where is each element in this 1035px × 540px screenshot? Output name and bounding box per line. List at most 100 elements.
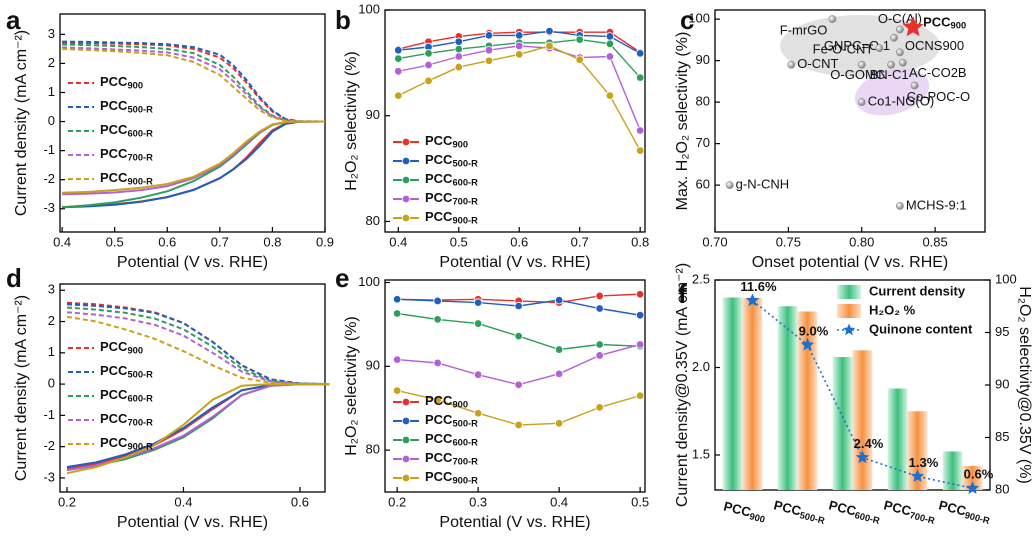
data-point: [895, 48, 904, 57]
data-point: [454, 37, 463, 46]
point-label: Co-POC-O: [907, 89, 971, 104]
legend-label: PCC600-R: [100, 387, 153, 403]
data-point: [484, 56, 494, 65]
y2-axis-title: H₂O₂ selectivity@0.35V (%): [1016, 286, 1033, 484]
data-point: [605, 52, 615, 61]
data-point: [595, 304, 604, 313]
data-point: [890, 33, 898, 42]
x-tick-label: 0.4: [174, 494, 192, 509]
x-tick-label: 0.6: [291, 494, 309, 509]
data-point: [828, 15, 837, 24]
ring-current-line: [62, 40, 326, 123]
x-tick-label: 0.5: [631, 494, 649, 509]
legend-label: PCC900: [100, 74, 143, 90]
point-label: PCC900: [923, 15, 966, 31]
panel-label: f: [678, 279, 687, 309]
x-tick-label: 0.2: [388, 494, 406, 509]
y2-tick-label: 85: [995, 429, 1009, 444]
plot-frame: [384, 9, 646, 233]
y-tick-label: -2: [43, 438, 55, 453]
data-point: [424, 76, 433, 86]
data-point: [454, 52, 463, 61]
data-point: [394, 54, 403, 63]
panel-label: c: [680, 5, 694, 35]
legend-label: PCC700-R: [100, 411, 153, 427]
legend-label: PCC900-R: [100, 170, 153, 186]
ring-current-line: [62, 47, 325, 123]
data-point: [575, 55, 584, 64]
bar: [962, 465, 983, 490]
panel-label: b: [335, 5, 351, 35]
x-tick-label: 0.8: [263, 234, 281, 249]
data-point: [515, 41, 524, 51]
data-point: [895, 201, 904, 210]
data-point: [515, 31, 524, 40]
legend-marker: [401, 194, 411, 204]
x-tick-label: 0.3: [469, 494, 487, 509]
point-label: AC-CO2B: [909, 65, 967, 80]
bar: [722, 297, 743, 490]
legend-marker: [401, 175, 411, 185]
y-tick-label: -2: [43, 171, 55, 186]
y-tick-label: 100: [358, 1, 380, 16]
y-tick-label: 100: [358, 274, 380, 289]
highlight-star: [902, 16, 924, 37]
legend-label: PCC600-R: [425, 171, 478, 187]
x-tick-label: 0.70: [702, 234, 727, 249]
legend-marker: [401, 473, 411, 483]
legend-marker: [401, 213, 411, 223]
y-tick-label: 2.0: [692, 359, 710, 374]
x-tick-label: 0.7: [211, 234, 229, 249]
bar: [907, 411, 928, 490]
x-tick-label: 0.85: [922, 234, 947, 249]
point-label: Fe-O-CNT: [813, 42, 874, 57]
x-tick-label: 0.8: [631, 234, 649, 249]
x-tick-label: 0.2: [58, 494, 76, 509]
quinone-star: [745, 293, 760, 307]
data-point: [545, 41, 554, 51]
data-point: [875, 44, 884, 53]
data-point: [433, 315, 442, 324]
data-point: [895, 25, 904, 34]
bar: [887, 388, 908, 490]
data-point: [595, 340, 604, 349]
data-point: [392, 386, 402, 395]
y-axis-title: Current density@0.35V (mA cm⁻²): [674, 263, 691, 507]
legend-marker: [401, 454, 411, 464]
bar: [797, 311, 818, 490]
data-point: [635, 391, 645, 400]
data-point: [635, 73, 645, 82]
y-tick-label: 90: [366, 107, 380, 122]
quinone-star: [855, 450, 870, 464]
data-point: [392, 309, 402, 318]
legend-marker: [401, 416, 411, 426]
data-point: [635, 126, 645, 135]
legend-label: PCC900-R: [425, 209, 478, 225]
data-point: [554, 345, 564, 354]
ring-current-line: [62, 43, 325, 123]
ring-current-line: [66, 303, 330, 386]
legend-swatch: [837, 285, 861, 299]
x-axis-title: Potential (V vs. RHE): [439, 514, 590, 531]
legend-label: PCC700-R: [425, 450, 478, 466]
data-point: [394, 45, 403, 55]
y-axis-title: Current density (mA cm⁻²): [13, 30, 30, 216]
legend-label: PCC500-R: [100, 363, 153, 379]
quinone-label: 1.3%: [909, 455, 939, 470]
point-label: Co1-NG(O): [868, 94, 934, 109]
y-tick-label: -3: [43, 469, 55, 484]
ring-current-line: [66, 315, 330, 386]
y2-tick-label: 80: [995, 481, 1009, 496]
data-point: [910, 81, 919, 90]
legend-label: PCC900-R: [100, 435, 153, 451]
data-point: [484, 45, 494, 55]
data-point: [545, 26, 554, 36]
y-tick-label: -1: [43, 142, 55, 157]
y-tick-label: 60: [696, 177, 710, 192]
legend-label: PCC600-R: [425, 431, 478, 447]
y-tick-label: 90: [366, 358, 380, 373]
legend-marker: [401, 435, 411, 445]
data-point: [635, 340, 645, 349]
ring-current-line: [62, 42, 326, 123]
